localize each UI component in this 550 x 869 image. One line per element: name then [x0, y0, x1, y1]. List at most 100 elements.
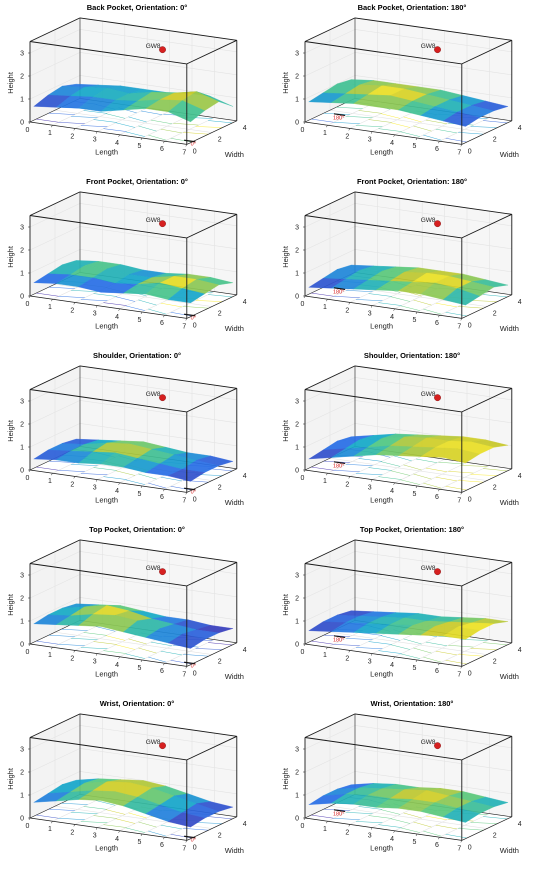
x-tick	[326, 125, 328, 128]
x-tick-label: 4	[115, 140, 119, 147]
z-tick-label: 1	[20, 97, 24, 104]
contour-line	[103, 650, 127, 654]
contour-line	[423, 482, 442, 489]
x-tick-label: 2	[345, 481, 349, 488]
box-edge	[186, 294, 237, 319]
x-tick	[393, 308, 395, 311]
x-tick	[370, 479, 373, 482]
y-tick-label: 2	[493, 659, 497, 666]
x-tick	[163, 663, 165, 666]
x-tick	[415, 833, 418, 837]
chart-panel: GW8 180° Top Pocket, Orientation: 180° 0 1 2 3…	[275, 522, 550, 695]
x-tick-label: 0	[301, 823, 305, 830]
x-axis-label: Length	[370, 496, 393, 505]
gateway-marker	[434, 742, 441, 750]
box-edge	[304, 563, 462, 587]
x-tick-label: 3	[368, 659, 372, 666]
contour-line	[125, 305, 145, 311]
x-tick	[460, 666, 463, 669]
contour-line	[378, 650, 402, 654]
grid-line	[54, 109, 212, 133]
contour-line	[415, 458, 438, 463]
contour-line	[368, 119, 392, 123]
box-edge	[461, 387, 512, 413]
x-tick	[118, 482, 120, 485]
x-tick-label: 4	[390, 488, 394, 495]
contour-line	[358, 806, 382, 810]
contour-line	[460, 465, 488, 467]
x-tick-label: 6	[435, 842, 439, 849]
contour-line	[378, 128, 402, 132]
box-edge	[186, 39, 237, 65]
contour-line	[48, 808, 75, 811]
contour-line	[445, 486, 467, 491]
x-tick-label: 2	[70, 481, 74, 488]
x-tick-label: 1	[48, 304, 52, 311]
y-axis-label: Width	[500, 150, 519, 159]
x-tick-label: 0	[301, 475, 305, 482]
box-edge	[29, 295, 187, 319]
contour-line	[458, 480, 484, 483]
orientation-angle-label: 0°	[191, 664, 196, 670]
orientation-indicator	[333, 635, 346, 639]
x-tick-label: 1	[48, 826, 52, 833]
x-tick-label: 6	[160, 146, 164, 153]
contour-line	[346, 464, 373, 466]
contour-line	[400, 305, 420, 311]
x-tick-label: 5	[138, 143, 142, 150]
contour-line	[356, 821, 383, 824]
x-tick-label: 4	[115, 836, 119, 843]
contour-line	[435, 824, 457, 830]
z-axis-label: Height	[6, 71, 15, 94]
x-axis-label: Length	[370, 148, 393, 157]
contour-line	[138, 299, 157, 306]
x-tick-label: 3	[368, 485, 372, 492]
z-tick-label: 2	[20, 422, 24, 429]
x-tick-label: 0	[26, 301, 30, 308]
contour-line	[333, 818, 360, 820]
contour-line	[413, 647, 432, 654]
y-tick-label: 2	[493, 311, 497, 318]
contour-line	[170, 834, 192, 839]
contour-line	[458, 306, 484, 309]
contour-line	[423, 134, 442, 141]
z-tick-label: 1	[20, 793, 24, 800]
x-tick-label: 0	[301, 127, 305, 134]
surface-chart: GW8 0° Front Pocket, Orientation: 0° 0 1 2 3 4 5…	[6, 177, 247, 333]
x-tick	[460, 144, 463, 147]
box-edge	[29, 539, 81, 564]
contour-line	[368, 815, 392, 819]
contour-line	[333, 470, 360, 472]
chart-panel: GW8 180° Wrist, Orientation: 180° 0 1 2 3 4 5 6 7 L…	[275, 696, 550, 869]
contour-line	[393, 455, 412, 462]
z-tick-label: 1	[295, 793, 299, 800]
x-tick	[118, 830, 120, 833]
chart-panel: GW8 0° Top Pocket, Orientation: 0° 0 1 2 3 4 5 6 7…	[0, 522, 275, 695]
chart-title: Shoulder, Orientation: 0°	[93, 351, 181, 360]
chart-title: Wrist, Orientation: 180°	[371, 699, 454, 708]
z-axis-label: Height	[281, 71, 290, 94]
x-tick-label: 4	[390, 314, 394, 321]
x-tick	[51, 473, 53, 476]
contour-line	[435, 128, 457, 134]
orientation-angle-label: 180°	[333, 463, 344, 469]
contour-line	[413, 125, 432, 132]
z-tick-label: 3	[295, 573, 299, 580]
box-edge	[29, 215, 187, 239]
contour-line	[413, 821, 432, 828]
contour-line	[358, 110, 382, 114]
contour-line	[368, 467, 392, 471]
contour-line	[380, 809, 401, 815]
contour-line	[336, 107, 363, 109]
z-axis-label: Height	[281, 767, 290, 790]
contour-line	[103, 476, 127, 480]
box-edge	[186, 387, 237, 413]
y-tick-label: 2	[493, 485, 497, 492]
contour-line	[425, 467, 448, 473]
contour-line	[115, 470, 136, 476]
chart-panel: GW8 0° Back Pocket, Orientation: 0° 0 1 2 3 4 5 6…	[0, 0, 275, 173]
x-axis-label: Length	[370, 844, 393, 853]
z-tick-label: 0	[295, 468, 299, 475]
contour-line	[115, 818, 136, 824]
contour-line	[48, 460, 75, 463]
